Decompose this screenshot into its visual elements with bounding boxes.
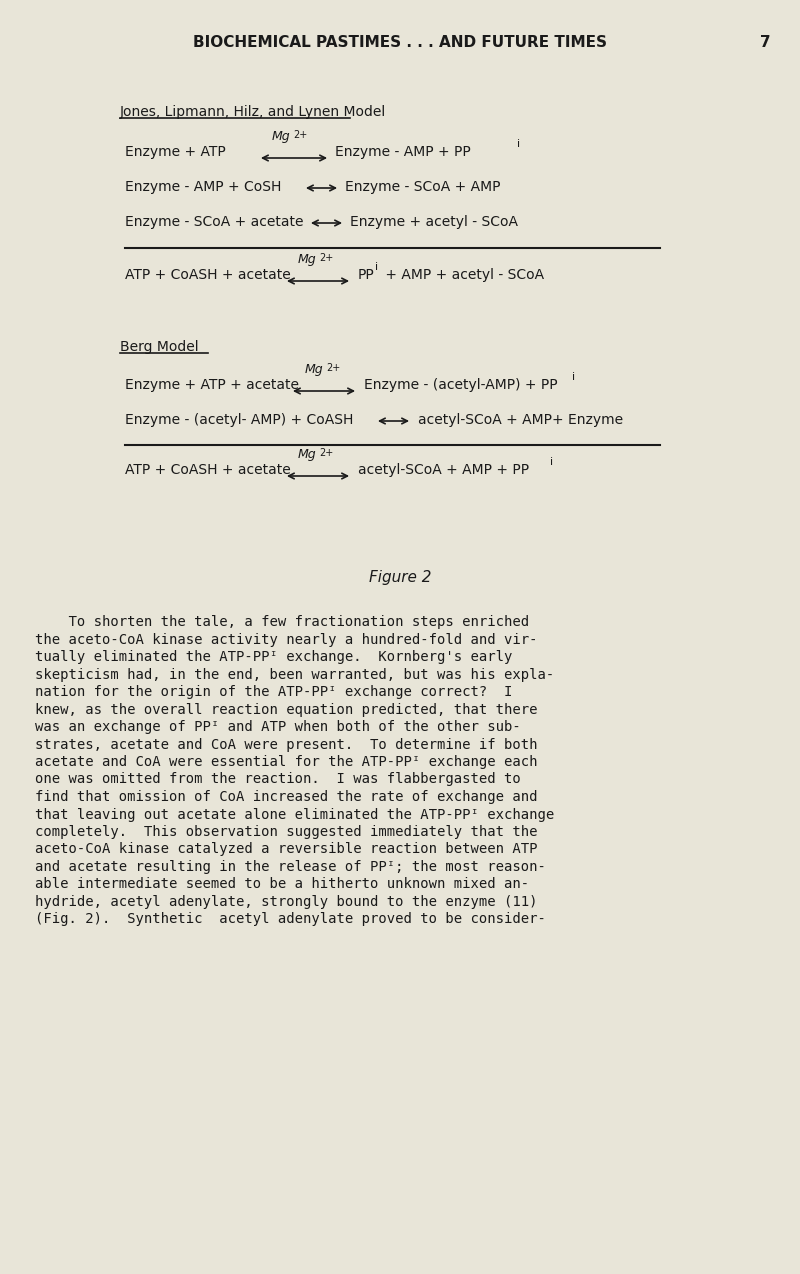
Text: that leaving out acetate alone eliminated the ATP-PPᴵ exchange: that leaving out acetate alone eliminate… (35, 808, 554, 822)
Text: Enzyme - AMP + PP: Enzyme - AMP + PP (335, 145, 470, 159)
Text: Enzyme - AMP + CoSH: Enzyme - AMP + CoSH (125, 180, 282, 194)
Text: To shorten the tale, a few fractionation steps enriched: To shorten the tale, a few fractionation… (35, 615, 529, 629)
Text: Berg Model: Berg Model (120, 340, 198, 354)
Text: Enzyme - (acetyl- AMP) + CoASH: Enzyme - (acetyl- AMP) + CoASH (125, 413, 354, 427)
Text: find that omission of CoA increased the rate of exchange and: find that omission of CoA increased the … (35, 790, 538, 804)
Text: 7: 7 (760, 34, 770, 50)
Text: Mg: Mg (272, 130, 290, 143)
Text: Enzyme - (acetyl-AMP) + PP: Enzyme - (acetyl-AMP) + PP (364, 378, 558, 392)
Text: completely.  This observation suggested immediately that the: completely. This observation suggested i… (35, 826, 538, 840)
Text: strates, acetate and CoA were present.  To determine if both: strates, acetate and CoA were present. T… (35, 738, 538, 752)
Text: i: i (375, 262, 378, 273)
Text: acetyl-SCoA + AMP + PP: acetyl-SCoA + AMP + PP (358, 462, 529, 476)
Text: was an exchange of PPᴵ and ATP when both of the other sub-: was an exchange of PPᴵ and ATP when both… (35, 720, 521, 734)
Text: i: i (572, 372, 575, 382)
Text: i: i (550, 457, 553, 468)
Text: Enzyme - SCoA + AMP: Enzyme - SCoA + AMP (345, 180, 501, 194)
Text: acetate and CoA were essential for the ATP-PPᴵ exchange each: acetate and CoA were essential for the A… (35, 755, 538, 769)
Text: Mg: Mg (298, 254, 317, 266)
Text: + AMP + acetyl - SCoA: + AMP + acetyl - SCoA (381, 268, 544, 282)
Text: (Fig. 2).  Synthetic  acetyl adenylate proved to be consider-: (Fig. 2). Synthetic acetyl adenylate pro… (35, 912, 546, 926)
Text: ATP + CoASH + acetate: ATP + CoASH + acetate (125, 268, 290, 282)
Text: 2+: 2+ (319, 254, 334, 262)
Text: Jones, Lipmann, Hilz, and Lynen Model: Jones, Lipmann, Hilz, and Lynen Model (120, 104, 386, 118)
Text: one was omitted from the reaction.  I was flabbergasted to: one was omitted from the reaction. I was… (35, 772, 521, 786)
Text: 2+: 2+ (319, 448, 334, 457)
Text: knew, as the overall reaction equation predicted, that there: knew, as the overall reaction equation p… (35, 702, 538, 716)
Text: i: i (517, 139, 520, 149)
Text: and acetate resulting in the release of PPᴵ; the most reason-: and acetate resulting in the release of … (35, 860, 546, 874)
Text: skepticism had, in the end, been warranted, but was his expla-: skepticism had, in the end, been warrant… (35, 668, 554, 682)
Text: PP: PP (358, 268, 374, 282)
Text: Mg: Mg (305, 363, 324, 376)
Text: Figure 2: Figure 2 (369, 569, 431, 585)
Text: BIOCHEMICAL PASTIMES . . . AND FUTURE TIMES: BIOCHEMICAL PASTIMES . . . AND FUTURE TI… (193, 34, 607, 50)
Text: Enzyme - SCoA + acetate: Enzyme - SCoA + acetate (125, 215, 303, 229)
Text: Enzyme + ATP + acetate: Enzyme + ATP + acetate (125, 378, 299, 392)
Text: the aceto-CoA kinase activity nearly a hundred-fold and vir-: the aceto-CoA kinase activity nearly a h… (35, 632, 538, 646)
Text: tually eliminated the ATP-PPᴵ exchange.  Kornberg's early: tually eliminated the ATP-PPᴵ exchange. … (35, 650, 512, 664)
Text: 2+: 2+ (326, 363, 340, 373)
Text: acetyl-SCoA + AMP+ Enzyme: acetyl-SCoA + AMP+ Enzyme (418, 413, 623, 427)
Text: aceto-CoA kinase catalyzed a reversible reaction between ATP: aceto-CoA kinase catalyzed a reversible … (35, 842, 538, 856)
Text: Enzyme + acetyl - SCoA: Enzyme + acetyl - SCoA (350, 215, 518, 229)
Text: ATP + CoASH + acetate: ATP + CoASH + acetate (125, 462, 290, 476)
Text: able intermediate seemed to be a hitherto unknown mixed an-: able intermediate seemed to be a hithert… (35, 878, 529, 892)
Text: 2+: 2+ (293, 130, 307, 140)
Text: hydride, acetyl adenylate, strongly bound to the enzyme (11): hydride, acetyl adenylate, strongly boun… (35, 896, 538, 910)
Text: nation for the origin of the ATP-PPᴵ exchange correct?  I: nation for the origin of the ATP-PPᴵ exc… (35, 685, 512, 699)
Text: Mg: Mg (298, 448, 317, 461)
Text: Enzyme + ATP: Enzyme + ATP (125, 145, 226, 159)
